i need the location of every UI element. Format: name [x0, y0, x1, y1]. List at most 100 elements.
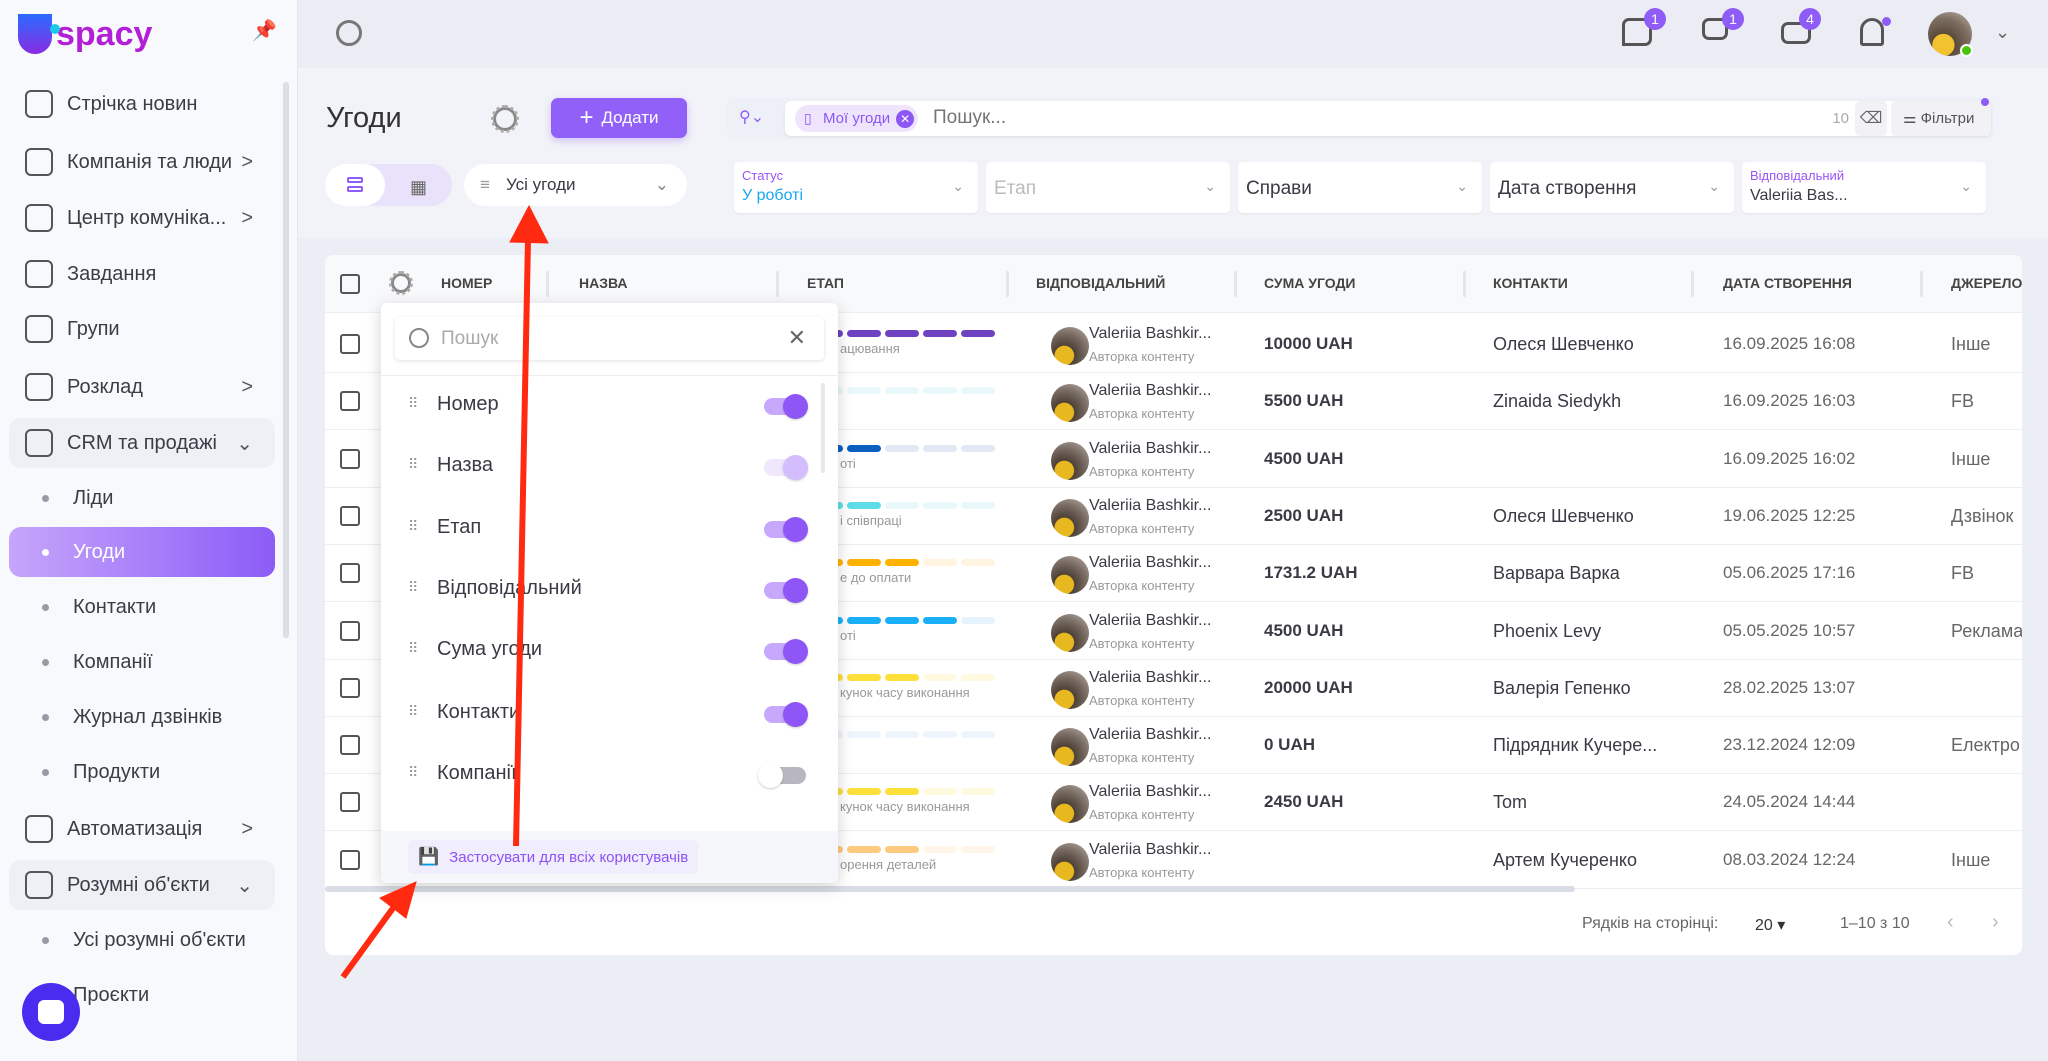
- column-visibility-toggle[interactable]: [758, 763, 806, 788]
- sidebar-item[interactable]: Продукти: [9, 747, 275, 797]
- responsible-name[interactable]: Valeriia Bashkir...: [1089, 554, 1212, 572]
- add-button[interactable]: + Додати: [551, 98, 687, 138]
- contact-name[interactable]: Tom: [1493, 792, 1528, 813]
- responsible-name[interactable]: Valeriia Bashkir...: [1089, 726, 1212, 744]
- pin-icon[interactable]: 📌: [252, 20, 277, 42]
- column-toggle-item[interactable]: ⠿ Етап: [381, 503, 821, 553]
- column-toggle-item[interactable]: ⠿ Номер: [381, 380, 821, 430]
- sidebar-item[interactable]: Автоматизація >: [9, 804, 275, 854]
- grid-view-icon[interactable]: ▦: [410, 177, 428, 197]
- column-header[interactable]: ЕТАП: [807, 275, 844, 291]
- drag-handle-icon[interactable]: ⠿: [408, 703, 418, 719]
- table-row[interactable]: Valeriia Bashkir... Авторка контенту 5500 …: [325, 373, 2022, 431]
- sidebar-item[interactable]: Групи: [9, 304, 275, 354]
- row-checkbox[interactable]: [340, 620, 360, 641]
- sidebar-item[interactable]: Розумні об'єкти ⌄: [9, 860, 275, 910]
- drag-handle-icon[interactable]: ⠿: [408, 764, 418, 780]
- responsible-name[interactable]: Valeriia Bashkir...: [1089, 439, 1212, 457]
- contact-name[interactable]: Підрядник Кучере...: [1493, 735, 1658, 756]
- support-chat-button[interactable]: [22, 983, 80, 1041]
- column-resize-handle[interactable]: [1463, 271, 1466, 297]
- filters-button[interactable]: ⚌ Фільтри: [1891, 101, 1991, 136]
- next-page-button[interactable]: ›: [1992, 911, 1999, 933]
- column-visibility-toggle[interactable]: [764, 702, 808, 727]
- column-visibility-toggle[interactable]: [764, 394, 808, 419]
- sidebar-item[interactable]: Журнал дзвінків: [9, 692, 275, 742]
- sidebar-item[interactable]: Розклад >: [9, 362, 275, 412]
- column-header[interactable]: СУМА УГОДИ: [1264, 275, 1356, 291]
- column-toggle-item[interactable]: ⠿ Компанії: [381, 749, 821, 799]
- column-header[interactable]: ВІДПОВІДАЛЬНИЙ: [1036, 275, 1166, 291]
- table-row[interactable]: е до оплати Valeriia Bashkir... Авторка ко…: [325, 545, 2022, 603]
- drag-handle-icon[interactable]: ⠿: [408, 395, 418, 411]
- responsible-name[interactable]: Valeriia Bashkir...: [1089, 496, 1212, 514]
- columns-gear-icon[interactable]: [389, 271, 413, 295]
- column-visibility-toggle[interactable]: [764, 455, 808, 480]
- column-toggle-item[interactable]: ⠿ Контакти: [381, 688, 821, 738]
- sidebar-item[interactable]: Контакти: [9, 582, 275, 632]
- pin-preset-icon[interactable]: ⚲⌄: [739, 109, 765, 126]
- bell-icon[interactable]: [1860, 18, 1884, 46]
- row-checkbox[interactable]: [340, 563, 360, 584]
- rows-per-page-select[interactable]: 20 ▾: [1755, 917, 1786, 934]
- column-resize-handle[interactable]: [1920, 271, 1923, 297]
- table-row[interactable]: Valeriia Bashkir... Авторка контенту 0 UAH…: [325, 717, 2022, 775]
- column-toggle-item[interactable]: ⠿ Сума угоди: [381, 625, 821, 675]
- table-row[interactable]: кунок часу виконання Valeriia Bashkir... А…: [325, 660, 2022, 717]
- select-all-checkbox[interactable]: [340, 274, 360, 294]
- drag-handle-icon[interactable]: ⠿: [408, 640, 418, 656]
- row-checkbox[interactable]: [340, 505, 360, 526]
- logo[interactable]: spacy: [18, 14, 152, 54]
- comment-icon[interactable]: [1622, 18, 1652, 46]
- sidebar-item[interactable]: Усі розумні об'єкти: [9, 915, 275, 965]
- row-checkbox[interactable]: [340, 735, 360, 756]
- column-header[interactable]: НАЗВА: [579, 275, 628, 291]
- column-header[interactable]: КОНТАКТИ: [1493, 275, 1568, 291]
- row-checkbox[interactable]: [340, 334, 360, 354]
- table-row[interactable]: кунок часу виконання Valeriia Bashkir... А…: [325, 774, 2022, 832]
- row-checkbox[interactable]: [340, 391, 360, 412]
- column-resize-handle[interactable]: [546, 271, 549, 297]
- responsible-filter[interactable]: Відповідальний Valeriia Bas... ⌄: [1742, 162, 1986, 213]
- sidebar-item[interactable]: Компанії: [9, 637, 275, 687]
- column-search[interactable]: Пошук ✕: [395, 317, 824, 360]
- contact-name[interactable]: Артем Кучеренко: [1493, 849, 1637, 870]
- settings-gear-icon[interactable]: [491, 105, 519, 133]
- column-header[interactable]: ДЖЕРЕЛО: [1951, 275, 2022, 291]
- row-checkbox[interactable]: [340, 849, 360, 870]
- status-filter[interactable]: Статус У роботі ⌄: [734, 162, 978, 213]
- table-row[interactable]: і співпраці Valeriia Bashkir... Авторка ко…: [325, 488, 2022, 545]
- search-input[interactable]: [933, 107, 1633, 129]
- sidebar-scrollbar[interactable]: [283, 82, 289, 638]
- view-toggle[interactable]: ▦: [325, 164, 452, 206]
- view-select[interactable]: ≡ Усі угоди ⌄: [464, 164, 687, 206]
- responsible-name[interactable]: Valeriia Bashkir...: [1089, 783, 1212, 801]
- sidebar-item[interactable]: Компанія та люди >: [9, 137, 275, 187]
- tasks-filter[interactable]: Справи ⌄: [1238, 162, 1482, 213]
- close-icon[interactable]: ✕: [787, 325, 806, 350]
- contact-name[interactable]: Варвара Варка: [1493, 563, 1620, 584]
- responsible-name[interactable]: Valeriia Bashkir...: [1089, 840, 1212, 858]
- column-header[interactable]: НОМЕР: [441, 275, 493, 291]
- contact-name[interactable]: Phoenix Levy: [1493, 620, 1602, 641]
- column-visibility-toggle[interactable]: [764, 639, 808, 664]
- column-resize-handle[interactable]: [1006, 271, 1009, 297]
- responsible-name[interactable]: Valeriia Bashkir...: [1089, 611, 1212, 629]
- drag-handle-icon[interactable]: ⠿: [408, 456, 418, 472]
- row-checkbox[interactable]: [340, 448, 360, 469]
- contact-name[interactable]: Олеся Шевченко: [1493, 334, 1634, 354]
- column-visibility-toggle[interactable]: [764, 517, 808, 542]
- contact-name[interactable]: Zinaida Siedykh: [1493, 391, 1622, 412]
- column-resize-handle[interactable]: [1691, 271, 1694, 297]
- search-icon[interactable]: [336, 20, 362, 46]
- table-row[interactable]: ацювання Valeriia Bashkir... Авторка конте…: [325, 316, 2022, 373]
- column-resize-handle[interactable]: [1234, 271, 1237, 297]
- drag-handle-icon[interactable]: ⠿: [408, 518, 418, 534]
- row-checkbox[interactable]: [340, 792, 360, 813]
- contact-name[interactable]: Олеся Шевченко: [1493, 505, 1634, 526]
- list-view-button[interactable]: [325, 164, 385, 206]
- column-resize-handle[interactable]: [776, 271, 779, 297]
- column-toggle-item[interactable]: ⠿ Відповідальний: [381, 564, 821, 614]
- drag-handle-icon[interactable]: ⠿: [408, 579, 418, 595]
- responsible-name[interactable]: Valeriia Bashkir...: [1089, 382, 1212, 400]
